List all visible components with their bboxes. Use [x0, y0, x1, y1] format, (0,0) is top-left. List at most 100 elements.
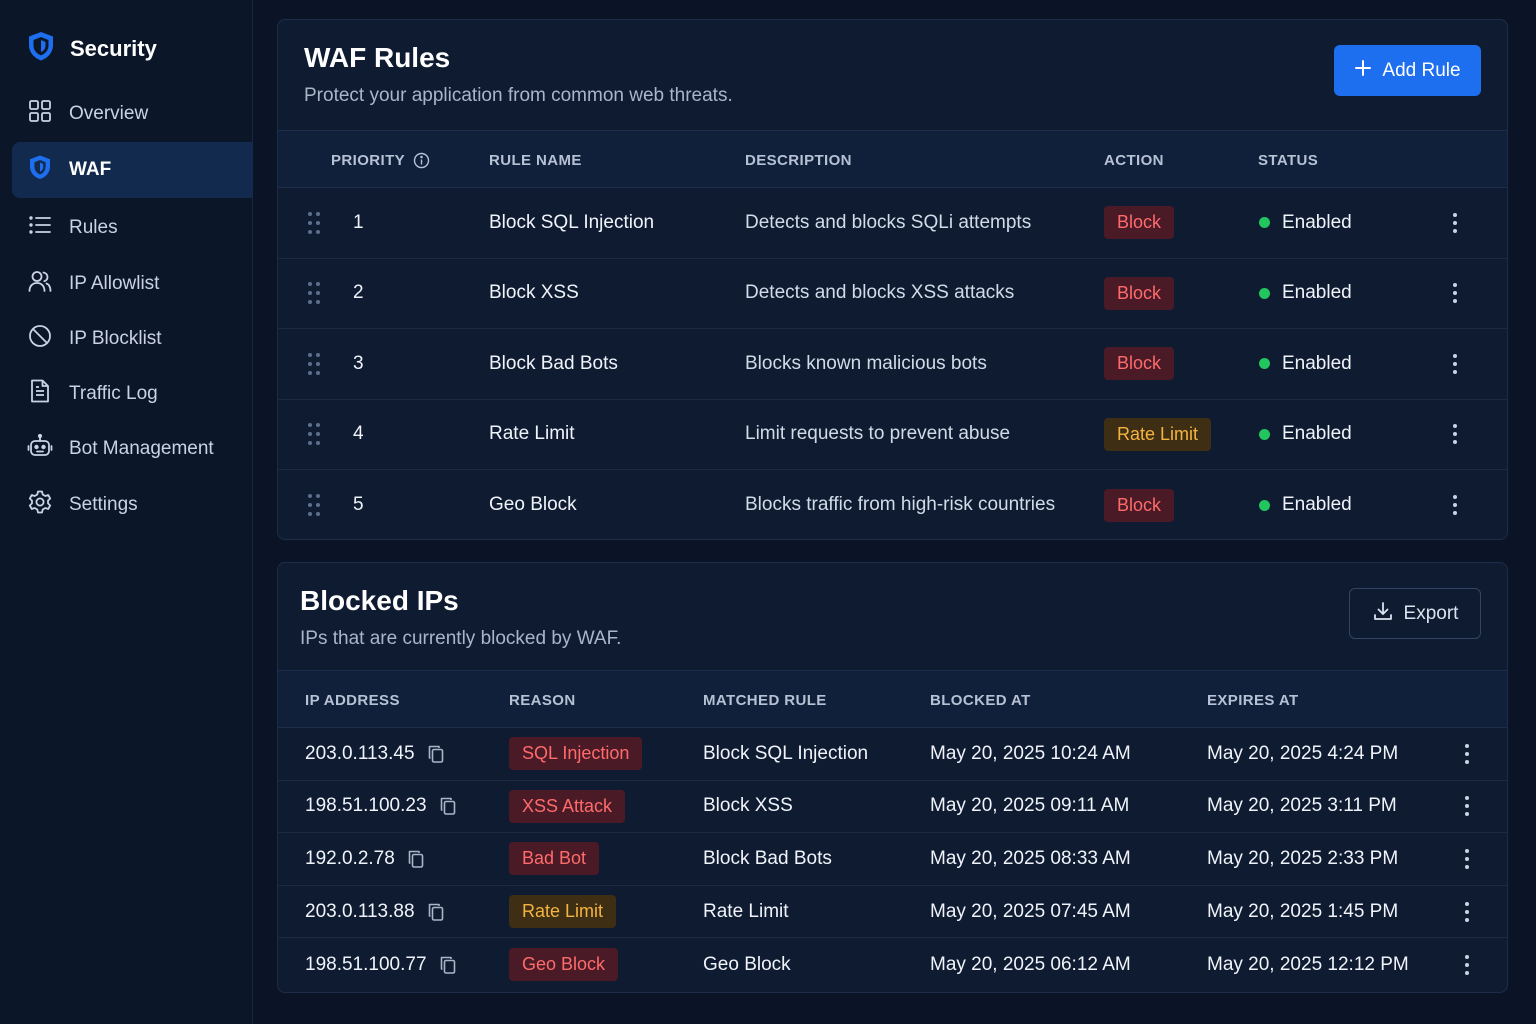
copy-icon[interactable]: [427, 902, 445, 922]
table-row[interactable]: 198.51.100.23 XSS Attack Block XSS May 20, …: [278, 781, 1507, 834]
rule-priority: 5: [353, 494, 364, 516]
status-dot-icon: [1259, 428, 1270, 440]
column-expires-at[interactable]: EXPIRES AT: [1207, 691, 1299, 709]
reason-badge: SQL Injection: [509, 737, 643, 771]
copy-icon[interactable]: [439, 955, 457, 975]
rule-name: Rate Limit: [489, 423, 575, 445]
sidebar-item-label: IP Blocklist: [69, 328, 162, 349]
table-row[interactable]: 198.51.100.77 Geo Block Geo Block May 20, 2…: [278, 938, 1507, 991]
bot-icon: [27, 433, 53, 465]
rule-name: Geo Block: [489, 494, 577, 516]
column-ip-address[interactable]: IP ADDRESS: [305, 691, 400, 709]
status-dot-icon: [1259, 287, 1270, 299]
column-status[interactable]: STATUS: [1258, 151, 1319, 169]
reason-badge: Rate Limit: [509, 895, 617, 929]
more-options-icon[interactable]: [1464, 938, 1470, 991]
blocked-at: May 20, 2025 06:12 AM: [930, 953, 1131, 975]
column-blocked-at[interactable]: BLOCKED AT: [930, 691, 1031, 709]
sidebar-item-label: IP Allowlist: [69, 273, 160, 294]
column-action[interactable]: ACTION: [1104, 151, 1164, 169]
drag-handle-icon[interactable]: [307, 400, 321, 470]
table-row[interactable]: 2 Block XSS Detects and blocks XSS attacks…: [278, 259, 1507, 329]
matched-rule: Block Bad Bots: [703, 847, 832, 869]
sidebar-item-rules[interactable]: Rules: [12, 200, 253, 256]
page-title: WAF Rules: [304, 42, 451, 73]
drag-handle-icon[interactable]: [307, 259, 321, 329]
sidebar-item-label: Overview: [69, 103, 149, 124]
more-options-icon[interactable]: [1464, 833, 1470, 885]
table-row[interactable]: 203.0.113.88 Rate Limit Rate Limit May 20, …: [278, 886, 1507, 939]
column-reason[interactable]: REASON: [509, 691, 576, 709]
table-row[interactable]: 203.0.113.45 SQL Injection Block SQL Injec…: [278, 728, 1507, 781]
drag-handle-icon[interactable]: [307, 470, 321, 539]
expires-at: May 20, 2025 2:33 PM: [1207, 847, 1399, 869]
rule-description: Detects and blocks XSS attacks: [745, 282, 1015, 304]
brand-title: Security: [70, 36, 157, 61]
column-matched-rule[interactable]: MATCHED RULE: [703, 691, 827, 709]
sidebar-item-label: WAF: [69, 159, 112, 180]
column-priority[interactable]: PRIORITY: [331, 131, 430, 189]
reason-cell: Geo Block: [509, 938, 619, 991]
sidebar-item-bot-management[interactable]: Bot Management: [12, 421, 253, 477]
more-options-icon[interactable]: [1452, 470, 1458, 539]
add-rule-label: Add Rule: [1382, 59, 1461, 81]
table-row[interactable]: 192.0.2.78 Bad Bot Block Bad Bots May 20, 2…: [278, 833, 1507, 886]
page-subtitle: Protect your application from common web…: [304, 85, 733, 106]
copy-icon[interactable]: [407, 849, 425, 869]
reason-cell: Rate Limit: [509, 886, 617, 938]
drag-handle-icon[interactable]: [307, 329, 321, 399]
sidebar-item-label: Settings: [69, 494, 138, 515]
action-badge: Block: [1104, 488, 1175, 522]
blocked-at: May 20, 2025 10:24 AM: [930, 742, 1131, 764]
more-options-icon[interactable]: [1464, 728, 1470, 780]
column-priority-label: PRIORITY: [331, 151, 406, 169]
table-row[interactable]: 4 Rate Limit Limit requests to prevent abu…: [278, 400, 1507, 470]
rule-priority: 4: [353, 423, 364, 445]
more-options-icon[interactable]: [1452, 400, 1458, 470]
drag-handle-icon[interactable]: [307, 188, 321, 258]
blocked-table-header: IP ADDRESS REASON MATCHED RULE BLOCKED A…: [278, 670, 1507, 728]
reason-badge: Geo Block: [509, 948, 619, 982]
block-icon: [27, 323, 53, 355]
sidebar-item-traffic-log[interactable]: Traffic Log: [12, 366, 253, 422]
action-badge: Block: [1104, 347, 1175, 381]
more-options-icon[interactable]: [1452, 259, 1458, 329]
rule-status: Enabled: [1259, 470, 1352, 539]
list-icon: [27, 212, 53, 244]
status-label: Enabled: [1282, 352, 1352, 374]
sidebar-item-settings[interactable]: Settings: [12, 477, 253, 533]
column-rule-name[interactable]: RULE NAME: [489, 151, 582, 169]
rule-action: Block: [1104, 470, 1175, 539]
matched-rule: Block XSS: [703, 795, 793, 817]
copy-icon[interactable]: [439, 796, 457, 816]
export-button[interactable]: Export: [1349, 588, 1481, 639]
column-description[interactable]: DESCRIPTION: [745, 151, 852, 169]
rule-status: Enabled: [1259, 329, 1352, 399]
copy-icon[interactable]: [427, 744, 445, 764]
sidebar-item-ip-blocklist[interactable]: IP Blocklist: [12, 311, 253, 367]
rule-name: Block XSS: [489, 282, 579, 304]
rule-action: Rate Limit: [1104, 400, 1212, 470]
info-icon[interactable]: [413, 152, 430, 169]
grid-icon: [27, 98, 53, 130]
table-row[interactable]: 5 Geo Block Blocks traffic from high-risk …: [278, 470, 1507, 539]
table-row[interactable]: 1 Block SQL Injection Detects and blocks S…: [278, 188, 1507, 259]
more-options-icon[interactable]: [1464, 886, 1470, 938]
sidebar-item-waf[interactable]: WAF: [12, 142, 253, 198]
reason-cell: XSS Attack: [509, 781, 626, 833]
more-options-icon[interactable]: [1464, 781, 1470, 833]
expires-at: May 20, 2025 1:45 PM: [1207, 900, 1399, 922]
table-row[interactable]: 3 Block Bad Bots Blocks known malicious bo…: [278, 329, 1507, 400]
sidebar-item-ip-allowlist[interactable]: IP Allowlist: [12, 256, 253, 312]
add-rule-button[interactable]: Add Rule: [1334, 45, 1481, 96]
waf-table-header: PRIORITY RULE NAME DESCRIPTION ACTION ST…: [278, 130, 1507, 188]
more-options-icon[interactable]: [1452, 329, 1458, 399]
sidebar-item-label: Rules: [69, 217, 118, 238]
rule-description: Blocks traffic from high-risk countries: [745, 494, 1056, 516]
more-options-icon[interactable]: [1452, 188, 1458, 258]
export-label: Export: [1403, 602, 1459, 624]
blocked-at: May 20, 2025 08:33 AM: [930, 847, 1131, 869]
ip-address-cell: 192.0.2.78: [305, 833, 425, 885]
sidebar-item-overview[interactable]: Overview: [12, 86, 253, 142]
status-label: Enabled: [1282, 423, 1352, 445]
